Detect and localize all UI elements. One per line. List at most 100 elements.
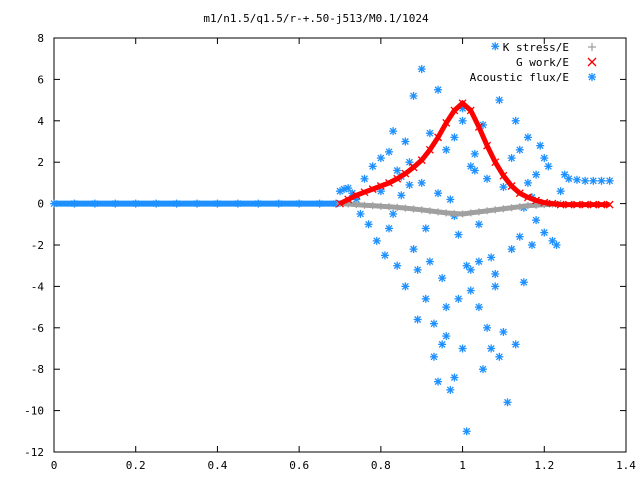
data-point bbox=[483, 141, 492, 150]
data-point bbox=[401, 137, 410, 146]
data-point bbox=[581, 176, 590, 185]
data-point bbox=[380, 251, 389, 260]
legend-label: K stress/E bbox=[503, 41, 569, 54]
data-point bbox=[368, 162, 377, 171]
data-point bbox=[389, 127, 398, 136]
data-point bbox=[499, 327, 508, 336]
data-point bbox=[474, 303, 483, 312]
data-point bbox=[356, 209, 365, 218]
data-point bbox=[372, 236, 381, 245]
data-point bbox=[434, 377, 443, 386]
data-point bbox=[425, 257, 434, 266]
data-point bbox=[360, 188, 369, 197]
data-point bbox=[532, 170, 541, 179]
data-point bbox=[393, 166, 402, 175]
data-point bbox=[528, 241, 537, 249]
data-point bbox=[499, 171, 508, 180]
data-point bbox=[466, 265, 475, 274]
data-point bbox=[376, 154, 385, 163]
data-point bbox=[499, 183, 508, 192]
data-point bbox=[70, 199, 79, 208]
data-point bbox=[487, 344, 496, 353]
data-point bbox=[491, 269, 500, 278]
data-point bbox=[254, 199, 263, 208]
g-work-band bbox=[338, 99, 610, 208]
data-point bbox=[434, 208, 442, 216]
data-point bbox=[429, 319, 438, 328]
data-point bbox=[405, 158, 414, 167]
data-point bbox=[524, 202, 532, 210]
data-point bbox=[434, 133, 443, 142]
data-point bbox=[397, 191, 406, 200]
data-point bbox=[413, 265, 422, 274]
x-tick-label: 0.8 bbox=[371, 459, 391, 472]
x-tick-label: 1.4 bbox=[616, 459, 636, 472]
data-point bbox=[597, 176, 606, 185]
data-point bbox=[523, 133, 532, 142]
data-point bbox=[573, 200, 581, 209]
data-point bbox=[213, 199, 222, 208]
data-point bbox=[421, 224, 430, 233]
data-point bbox=[556, 187, 565, 196]
data-point bbox=[544, 162, 553, 171]
k-stress-band bbox=[339, 201, 561, 217]
data-point bbox=[470, 149, 479, 158]
data-point bbox=[193, 199, 201, 208]
data-point bbox=[548, 199, 557, 208]
data-point bbox=[474, 220, 483, 229]
data-point bbox=[438, 274, 447, 283]
data-point bbox=[597, 200, 606, 209]
data-point bbox=[491, 158, 500, 167]
data-point bbox=[172, 199, 181, 208]
data-point bbox=[152, 199, 161, 208]
data-point bbox=[540, 228, 549, 237]
data-point bbox=[131, 199, 140, 208]
x-tick-label: 0.4 bbox=[207, 459, 227, 472]
y-tick-label: 6 bbox=[37, 73, 44, 86]
data-point bbox=[515, 145, 524, 154]
data-point bbox=[454, 230, 463, 239]
data-point bbox=[405, 180, 414, 189]
legend-marker bbox=[588, 73, 596, 81]
data-point bbox=[385, 224, 394, 233]
data-point bbox=[446, 385, 455, 394]
y-tick-label: -6 bbox=[31, 322, 44, 335]
data-point bbox=[511, 340, 520, 349]
data-point bbox=[458, 344, 467, 353]
data-point bbox=[564, 200, 573, 209]
data-point bbox=[417, 156, 426, 165]
x-tick-label: 1 bbox=[459, 459, 466, 472]
data-point bbox=[540, 154, 549, 163]
data-point bbox=[421, 294, 430, 303]
data-point bbox=[417, 65, 426, 74]
y-tick-label: 8 bbox=[37, 32, 44, 45]
data-point bbox=[450, 210, 458, 218]
data-point bbox=[393, 203, 401, 211]
x-tick-label: 0.6 bbox=[289, 459, 309, 472]
data-point bbox=[393, 174, 402, 183]
legend-marker bbox=[587, 57, 597, 67]
y-tick-label: -12 bbox=[24, 446, 44, 459]
data-point bbox=[111, 199, 120, 208]
data-point bbox=[385, 147, 394, 156]
data-point bbox=[454, 294, 463, 303]
data-point bbox=[532, 196, 541, 205]
data-point bbox=[450, 133, 459, 142]
data-point bbox=[429, 352, 438, 361]
data-point bbox=[605, 176, 614, 185]
y-tick-label: -2 bbox=[31, 239, 44, 252]
data-point bbox=[401, 282, 410, 291]
series-acoustic-flux-e bbox=[50, 42, 614, 436]
data-point bbox=[442, 209, 450, 217]
legend-label: G work/E bbox=[516, 56, 569, 69]
data-point bbox=[523, 178, 532, 187]
data-point bbox=[434, 85, 443, 94]
x-axis: 0 0.2 0.4 0.6 0.8 1 1.2 1.4 bbox=[51, 38, 636, 472]
y-tick-label: 4 bbox=[37, 115, 44, 128]
series-k-stress-e bbox=[336, 200, 565, 218]
data-point bbox=[540, 198, 549, 207]
data-point bbox=[360, 174, 369, 183]
data-point bbox=[487, 253, 496, 262]
data-point bbox=[507, 182, 516, 190]
data-point bbox=[377, 202, 385, 210]
